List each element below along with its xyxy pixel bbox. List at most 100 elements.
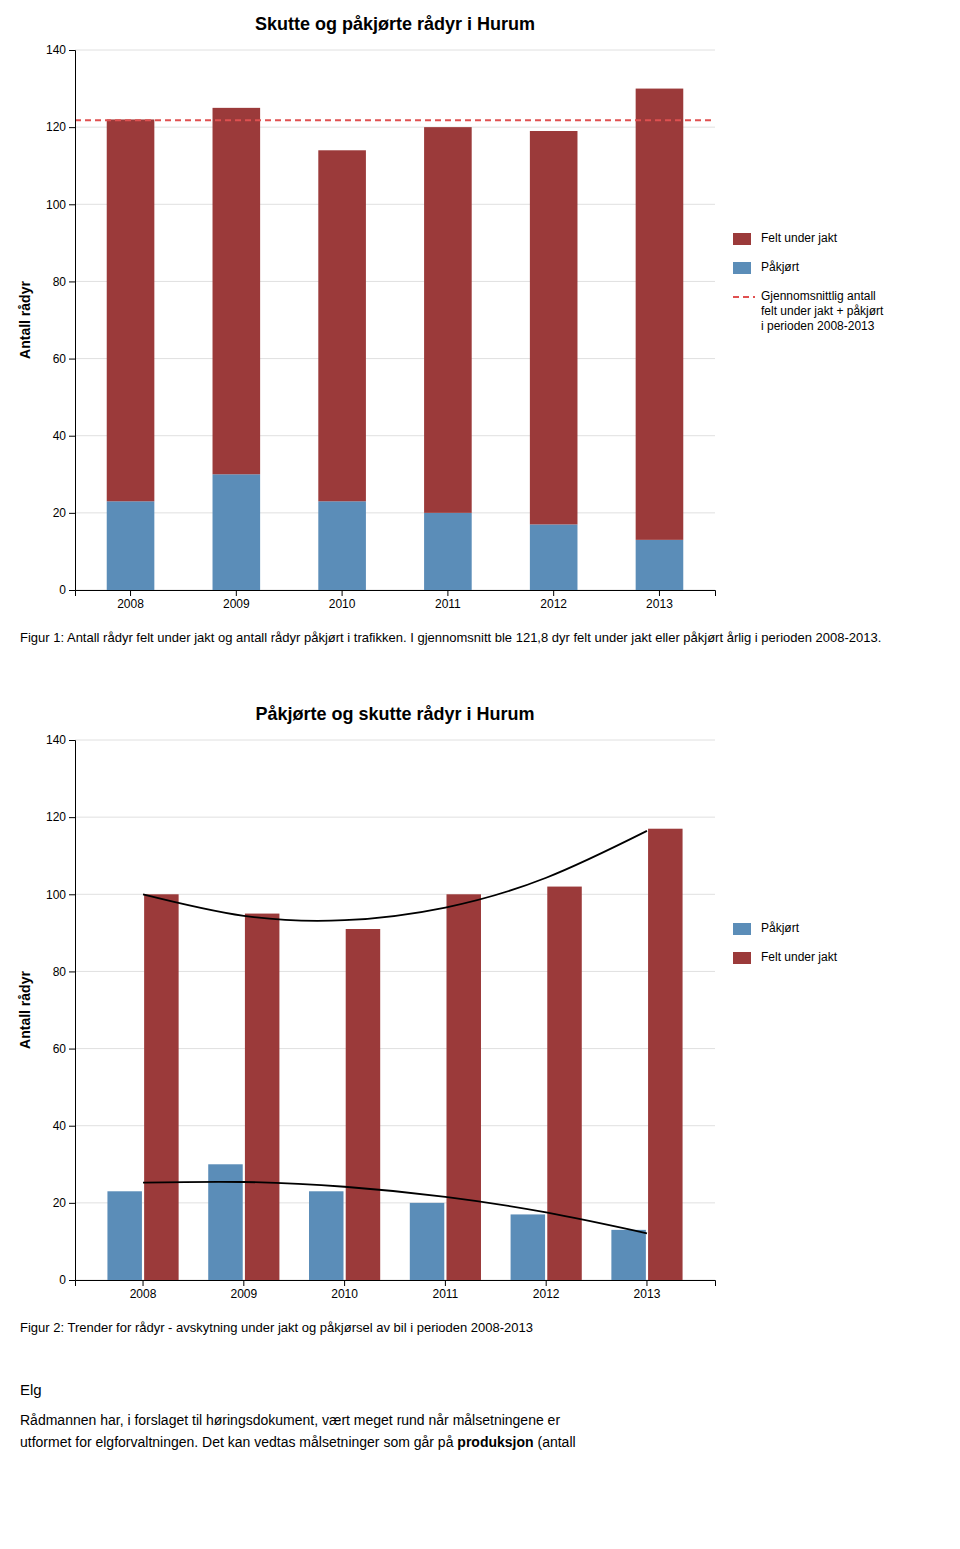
tick-mark — [342, 590, 343, 596]
legend-label-line: felt under jakt + påkjørt — [761, 304, 884, 318]
y-tick: 20 — [53, 1196, 75, 1210]
bar — [648, 829, 682, 1280]
text-section: ElgRådmannen har, i forslaget til høring… — [20, 1381, 576, 1450]
x-tick: 2010 — [331, 1280, 358, 1301]
legend-label: Påkjørt — [761, 921, 800, 935]
chart-title: Påkjørte og skutte rådyr i Hurum — [255, 704, 534, 724]
tick-label: 140 — [46, 733, 66, 747]
x-tick: 2008 — [117, 590, 144, 611]
bar — [410, 1203, 444, 1280]
tick-label: 2008 — [130, 1287, 157, 1301]
bar — [213, 474, 261, 590]
bar — [318, 501, 366, 590]
x-tick: 2011 — [432, 1280, 458, 1301]
paragraph-text: (antall — [534, 1434, 576, 1450]
y-tick: 20 — [53, 506, 75, 520]
tick-label: 80 — [53, 965, 67, 979]
y-tick: 80 — [53, 965, 75, 979]
tick-label: 2011 — [435, 597, 461, 611]
tick-label: 2010 — [329, 597, 356, 611]
plot-area — [107, 829, 682, 1280]
tick-label: 2008 — [117, 597, 144, 611]
plot-area — [75, 89, 715, 590]
bar — [446, 894, 480, 1280]
tick-label: 60 — [53, 352, 67, 366]
x-tick: 2009 — [230, 1280, 257, 1301]
legend-entry: Felt under jakt — [733, 231, 838, 245]
tick-mark — [344, 1280, 345, 1286]
y-axis-label: Antall rådyr — [17, 971, 33, 1049]
tick-label: 20 — [53, 506, 67, 520]
grid — [75, 50, 715, 590]
bar — [318, 150, 366, 501]
y-axis: 020406080100120140 — [46, 43, 76, 597]
y-axis-label: Antall rådyr — [17, 281, 33, 359]
tick-mark — [546, 1280, 547, 1286]
legend-swatch — [733, 952, 751, 964]
grid-line — [75, 435, 715, 436]
bar — [424, 127, 472, 513]
tick-label: 80 — [53, 275, 67, 289]
tick-label: 2012 — [540, 597, 567, 611]
tick-label: 2013 — [646, 597, 673, 611]
tick-label: 40 — [53, 1119, 67, 1133]
tick-mark — [69, 894, 75, 895]
y-tick: 80 — [53, 275, 75, 289]
bar — [107, 1191, 141, 1280]
tick-label: 0 — [59, 583, 66, 597]
x-tick: 2011 — [435, 590, 461, 611]
legend-label: Gjennomsnittlig antallfelt under jakt + … — [761, 289, 884, 333]
tick-mark — [69, 817, 75, 818]
tick-mark — [447, 590, 448, 596]
y-tick: 60 — [53, 352, 75, 366]
tick-mark — [553, 590, 554, 596]
y-tick: 100 — [46, 888, 75, 902]
legend-label-line: Påkjørt — [761, 921, 800, 935]
y-tick: 0 — [59, 1273, 75, 1287]
legend-swatch — [733, 233, 751, 245]
tick-label: 100 — [46, 198, 66, 212]
y-tick: 100 — [46, 198, 75, 212]
tick-mark — [69, 436, 75, 437]
tick-label: 20 — [53, 1196, 67, 1210]
y-tick: 40 — [53, 1119, 75, 1133]
x-axis: 2008 2009 2010 2011 2012 2013 — [76, 590, 716, 611]
tick-label: 2011 — [432, 1287, 458, 1301]
grid-line — [75, 50, 715, 51]
tick-label: 100 — [46, 888, 66, 902]
reference-line — [75, 119, 715, 121]
tick-mark — [69, 1126, 75, 1127]
legend-swatch — [733, 262, 751, 274]
legend-label-line: Felt under jakt — [761, 950, 838, 964]
tick-mark — [69, 1203, 75, 1204]
legend-entry: Gjennomsnittlig antallfelt under jakt + … — [733, 289, 884, 333]
bar — [346, 929, 380, 1280]
tick-label: 60 — [53, 1042, 67, 1056]
legend: Felt under jaktPåkjørtGjennomsnittlig an… — [733, 231, 884, 333]
bar — [636, 89, 684, 540]
tick-mark — [445, 1280, 446, 1286]
x-tick: 2010 — [329, 590, 356, 611]
page: 0204060801001201402008200920102011201220… — [0, 0, 960, 1549]
y-tick: 60 — [53, 1042, 75, 1056]
legend-swatch — [733, 296, 755, 298]
text-line: Figur 1: Antall rådyr felt under jakt og… — [20, 630, 881, 645]
bar — [530, 524, 578, 590]
axis-line — [69, 51, 76, 591]
y-tick: 140 — [46, 733, 75, 747]
tick-label: 120 — [46, 810, 66, 824]
legend-label-line: i perioden 2008-2013 — [761, 319, 875, 333]
bar — [245, 914, 279, 1280]
tick-label: 2009 — [223, 597, 250, 611]
y-tick: 40 — [53, 429, 75, 443]
bar — [511, 1214, 545, 1280]
axis-line — [69, 741, 76, 1281]
tick-mark — [69, 740, 75, 741]
legend-swatch — [733, 923, 751, 935]
tick-mark — [646, 1280, 647, 1286]
grid-line — [75, 127, 715, 128]
tick-mark — [69, 281, 75, 282]
paragraph-line: Rådmannen har, i forslaget til høringsdo… — [20, 1412, 560, 1428]
tick-mark — [143, 1280, 144, 1286]
paragraph-text: Rådmannen har, i forslaget til høringsdo… — [20, 1412, 560, 1428]
